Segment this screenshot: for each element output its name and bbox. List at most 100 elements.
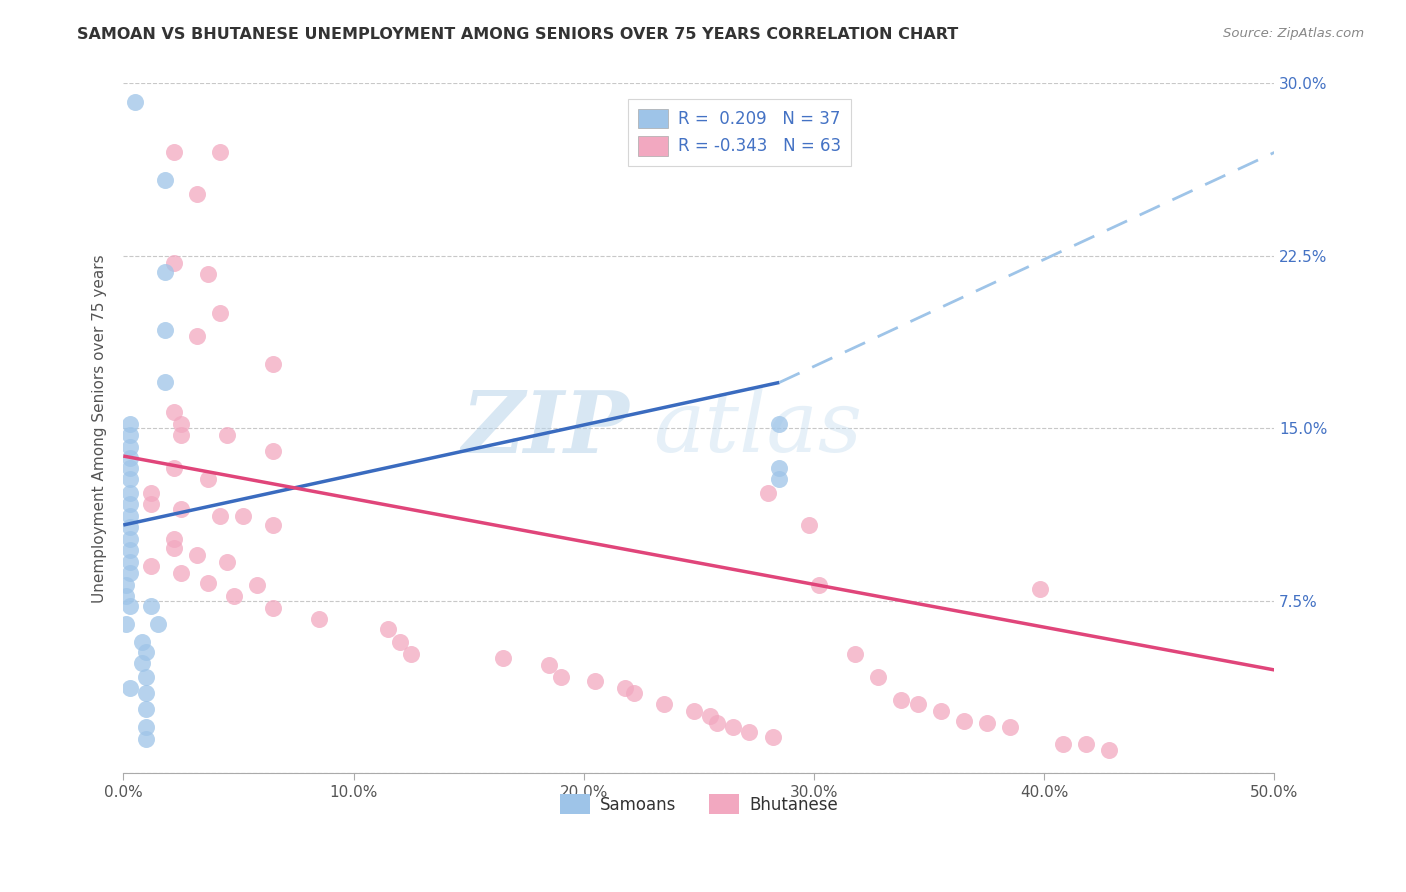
Y-axis label: Unemployment Among Seniors over 75 years: Unemployment Among Seniors over 75 years bbox=[93, 254, 107, 603]
Point bbox=[120, 460, 142, 475]
Point bbox=[153, 265, 176, 279]
Point bbox=[1097, 743, 1119, 757]
Point bbox=[492, 651, 515, 665]
Point bbox=[163, 405, 186, 419]
Point bbox=[929, 704, 952, 718]
Point bbox=[153, 173, 176, 187]
Point bbox=[215, 428, 238, 442]
Point bbox=[262, 444, 284, 458]
Point bbox=[135, 702, 157, 716]
Text: Source: ZipAtlas.com: Source: ZipAtlas.com bbox=[1223, 27, 1364, 40]
Point bbox=[120, 520, 142, 534]
Point bbox=[208, 145, 231, 160]
Point bbox=[706, 715, 728, 730]
Point bbox=[799, 518, 821, 533]
Point bbox=[1074, 737, 1097, 751]
Point bbox=[120, 508, 142, 523]
Point bbox=[952, 714, 974, 728]
Point bbox=[768, 417, 790, 431]
Point bbox=[135, 686, 157, 700]
Point bbox=[215, 555, 238, 569]
Point bbox=[232, 508, 254, 523]
Point bbox=[120, 543, 142, 558]
Point bbox=[222, 590, 245, 604]
Point bbox=[186, 548, 208, 562]
Point bbox=[197, 472, 219, 486]
Point bbox=[139, 486, 162, 500]
Text: ZIP: ZIP bbox=[463, 387, 630, 470]
Point bbox=[377, 622, 399, 636]
Point bbox=[388, 635, 411, 649]
Text: SAMOAN VS BHUTANESE UNEMPLOYMENT AMONG SENIORS OVER 75 YEARS CORRELATION CHART: SAMOAN VS BHUTANESE UNEMPLOYMENT AMONG S… bbox=[77, 27, 959, 42]
Point bbox=[120, 497, 142, 511]
Point bbox=[139, 559, 162, 574]
Point bbox=[124, 95, 146, 109]
Point bbox=[120, 555, 142, 569]
Point bbox=[890, 693, 912, 707]
Point bbox=[170, 502, 193, 516]
Point bbox=[135, 644, 157, 658]
Point bbox=[683, 704, 706, 718]
Point bbox=[153, 322, 176, 336]
Point bbox=[623, 686, 645, 700]
Legend: Samoans, Bhutanese: Samoans, Bhutanese bbox=[550, 784, 848, 823]
Point bbox=[163, 532, 186, 546]
Text: atlas: atlas bbox=[652, 387, 862, 470]
Point bbox=[146, 616, 169, 631]
Point bbox=[135, 731, 157, 746]
Point bbox=[120, 417, 142, 431]
Point bbox=[163, 145, 186, 160]
Point bbox=[163, 460, 186, 475]
Point bbox=[120, 451, 142, 466]
Point bbox=[998, 721, 1021, 735]
Point bbox=[197, 575, 219, 590]
Point bbox=[208, 306, 231, 320]
Point bbox=[246, 578, 269, 592]
Point bbox=[738, 725, 761, 739]
Point bbox=[153, 376, 176, 390]
Point bbox=[807, 578, 830, 592]
Point bbox=[652, 698, 675, 712]
Point bbox=[723, 721, 745, 735]
Point bbox=[308, 612, 330, 626]
Point bbox=[114, 616, 136, 631]
Point bbox=[868, 670, 890, 684]
Point bbox=[170, 428, 193, 442]
Point bbox=[186, 329, 208, 343]
Point bbox=[976, 715, 998, 730]
Point bbox=[163, 541, 186, 555]
Point bbox=[120, 440, 142, 454]
Point bbox=[756, 486, 779, 500]
Point bbox=[139, 599, 162, 613]
Point bbox=[186, 186, 208, 201]
Point bbox=[131, 656, 153, 670]
Point bbox=[135, 670, 157, 684]
Point bbox=[170, 417, 193, 431]
Point bbox=[614, 681, 637, 696]
Point bbox=[399, 647, 422, 661]
Point bbox=[120, 566, 142, 581]
Point bbox=[120, 486, 142, 500]
Point bbox=[768, 472, 790, 486]
Point bbox=[262, 600, 284, 615]
Point bbox=[844, 647, 866, 661]
Point bbox=[139, 497, 162, 511]
Point bbox=[120, 472, 142, 486]
Point bbox=[120, 532, 142, 546]
Point bbox=[1052, 737, 1074, 751]
Point bbox=[120, 428, 142, 442]
Point bbox=[262, 357, 284, 371]
Point bbox=[768, 460, 790, 475]
Point bbox=[699, 709, 721, 723]
Point bbox=[114, 578, 136, 592]
Point bbox=[170, 566, 193, 581]
Point bbox=[538, 658, 561, 673]
Point bbox=[131, 635, 153, 649]
Point bbox=[114, 590, 136, 604]
Point bbox=[208, 508, 231, 523]
Point bbox=[262, 518, 284, 533]
Point bbox=[761, 730, 783, 744]
Point bbox=[163, 256, 186, 270]
Point bbox=[907, 698, 929, 712]
Point bbox=[120, 681, 142, 696]
